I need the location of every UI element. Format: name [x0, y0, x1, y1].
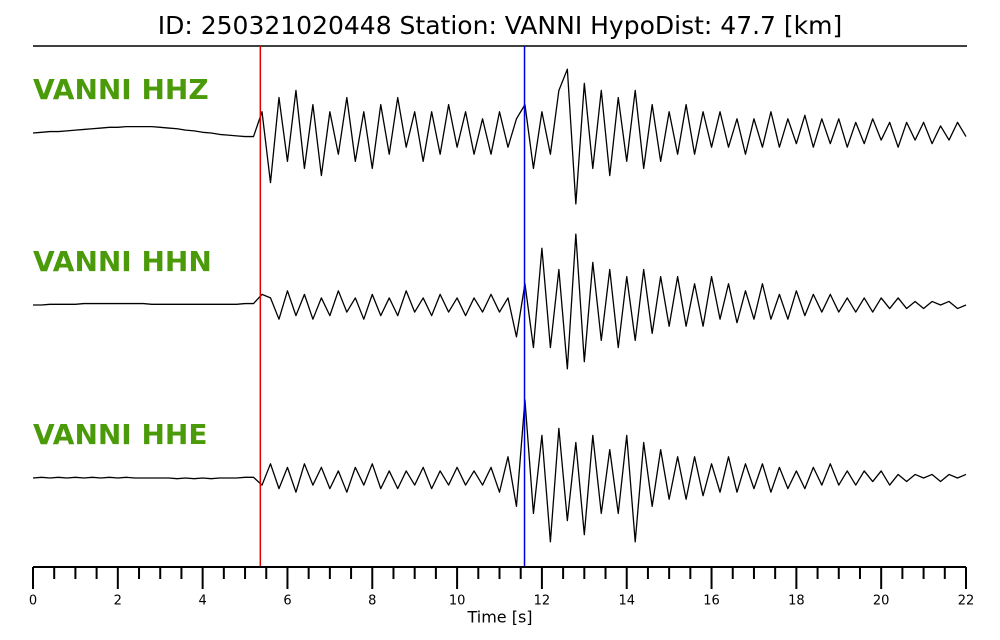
chart-title: ID: 250321020448 Station: VANNI HypoDist… — [158, 11, 843, 40]
x-tick-label: 16 — [703, 594, 720, 609]
x-tick-label: 0 — [29, 594, 37, 609]
x-tick-label: 14 — [618, 594, 635, 609]
trace-label: VANNI HHE — [33, 418, 207, 451]
x-tick-label: 4 — [198, 594, 206, 609]
x-tick-label: 6 — [283, 594, 291, 609]
x-tick-label: 12 — [534, 594, 551, 609]
trace-label: VANNI HHZ — [33, 73, 209, 106]
waveform — [33, 233, 967, 370]
waveform — [32, 68, 967, 205]
trace-label: VANNI HHN — [33, 245, 212, 278]
x-tick-label: 8 — [368, 594, 376, 609]
x-tick-label: 10 — [449, 594, 466, 609]
x-tick-label: 20 — [873, 594, 890, 609]
x-tick-label: 22 — [958, 594, 975, 609]
x-tick-label: 18 — [788, 594, 805, 609]
x-tick-label: 2 — [114, 594, 122, 609]
x-axis-label: Time [s] — [466, 608, 532, 627]
waveform — [32, 399, 967, 543]
